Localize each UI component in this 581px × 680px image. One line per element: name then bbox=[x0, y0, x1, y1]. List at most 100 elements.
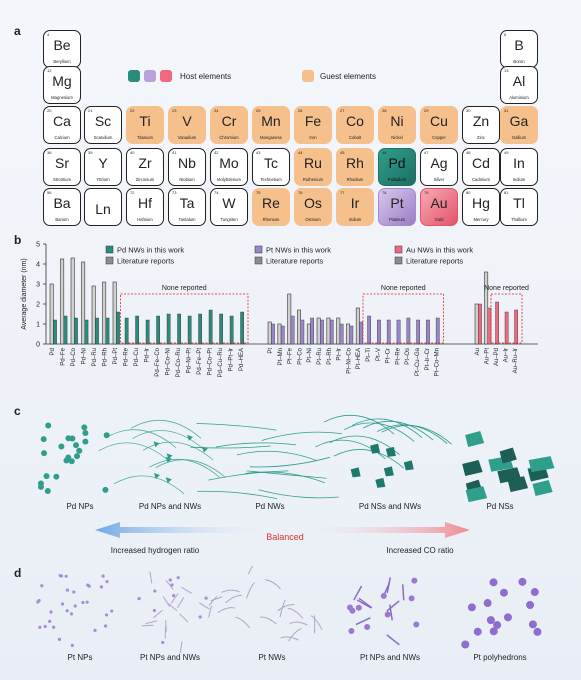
x-tick-label: Pd–Co–Pt bbox=[208, 348, 214, 376]
pt-nanowire bbox=[149, 571, 153, 584]
pt-polyhedron bbox=[493, 621, 502, 630]
x-tick-label: Pd–Fe bbox=[61, 347, 67, 365]
x-tick-label: Pt–Co bbox=[297, 347, 303, 364]
y-tick-label: 4 bbox=[36, 262, 40, 269]
atomic-number: 27 bbox=[340, 108, 345, 113]
x-tick-label: Pd–Rh bbox=[103, 348, 109, 366]
pt-polyhedron bbox=[503, 613, 512, 622]
atomic-number: 13 bbox=[504, 68, 509, 73]
pd-particle bbox=[63, 457, 70, 464]
pd-nanowire bbox=[197, 490, 278, 500]
work-bar bbox=[63, 315, 68, 345]
literature-bar bbox=[49, 283, 54, 345]
y-tick-label: 1 bbox=[36, 322, 40, 329]
atomic-number: 39 bbox=[88, 150, 93, 155]
element-symbol: Sc bbox=[94, 113, 112, 129]
literature-bar bbox=[316, 317, 321, 345]
x-tick-label: Pt–Ir bbox=[337, 348, 343, 361]
pt-nanowire bbox=[210, 596, 223, 602]
work-bar bbox=[377, 319, 381, 345]
none-reported-box bbox=[490, 293, 523, 344]
work-bar bbox=[74, 317, 78, 345]
panel-label-b: b bbox=[14, 233, 22, 247]
work-bar bbox=[290, 315, 295, 345]
x-tick-label: Pd–Pt bbox=[113, 348, 119, 365]
element-symbol: Re bbox=[262, 195, 280, 211]
pt-caption-4: Pt NPs and NWs bbox=[359, 653, 420, 662]
work-bar bbox=[240, 311, 244, 345]
element-sr: 38 Sr Strontium bbox=[43, 148, 81, 186]
pd-nanosheet bbox=[465, 431, 485, 448]
work-bar bbox=[495, 301, 499, 345]
atomic-number: 41 bbox=[172, 150, 177, 155]
atomic-number: 75 bbox=[256, 190, 261, 195]
pt-particle bbox=[87, 584, 91, 588]
pt-particle bbox=[93, 628, 97, 632]
atomic-number: 47 bbox=[424, 150, 429, 155]
atomic-number: 77 bbox=[340, 190, 345, 195]
work-bar bbox=[84, 319, 89, 345]
atomic-number: 45 bbox=[340, 150, 345, 155]
element-name: Zirconium bbox=[135, 177, 155, 182]
pt-particle bbox=[408, 595, 415, 602]
work-bar bbox=[426, 319, 430, 345]
pd-particle bbox=[187, 434, 194, 441]
x-tick-label: Pd bbox=[50, 348, 56, 355]
legend-swatch bbox=[394, 245, 403, 254]
atomic-number: 31 bbox=[504, 108, 509, 113]
literature-bar bbox=[60, 258, 65, 345]
pt-particle bbox=[36, 600, 40, 604]
element-pd: 46 Pd Palladium bbox=[378, 148, 416, 186]
element-name: Silver bbox=[433, 177, 445, 182]
atomic-number: 22 bbox=[130, 108, 135, 113]
element-symbol: Ni bbox=[390, 113, 404, 129]
atomic-number: 79 bbox=[424, 190, 429, 195]
pt-nanowire bbox=[358, 597, 373, 609]
element-cd: 48 Cd Cadmium bbox=[462, 148, 500, 186]
element-ba: 56 Ba Barium bbox=[43, 188, 81, 226]
pd-particle bbox=[165, 477, 172, 484]
pt-particle bbox=[65, 588, 69, 592]
pt-nanowire bbox=[388, 604, 393, 621]
pt-particle bbox=[49, 610, 53, 614]
pt-particle bbox=[380, 592, 387, 599]
element-symbol: Mo bbox=[219, 155, 239, 171]
element-symbol: Be bbox=[53, 37, 71, 53]
work-bar bbox=[219, 313, 223, 345]
element-symbol: Hg bbox=[472, 195, 490, 211]
pt-particle bbox=[48, 619, 52, 623]
pt-nanowire bbox=[401, 584, 405, 601]
work-bar bbox=[187, 315, 192, 345]
pd-particle bbox=[43, 473, 50, 480]
pt-particle bbox=[168, 578, 172, 582]
element-mo: 42 Mo Molybdenum bbox=[210, 148, 248, 186]
pd-particle bbox=[74, 453, 81, 460]
x-tick-label: Pd–Ni–Pt bbox=[187, 348, 193, 374]
pt-polyhedron bbox=[486, 616, 495, 625]
pt-particle bbox=[85, 600, 89, 604]
element-name: Iridium bbox=[348, 217, 362, 222]
pd-nanowire bbox=[196, 423, 277, 431]
pt-particle bbox=[153, 589, 157, 593]
x-tick-label: Pd–Cu–Ru bbox=[218, 348, 224, 377]
element-symbol: Fe bbox=[304, 113, 322, 129]
pt-nanowire bbox=[245, 582, 255, 599]
atomic-number: 78 bbox=[382, 190, 387, 195]
pd-nanowire bbox=[98, 442, 170, 462]
pd-nanowire bbox=[362, 420, 434, 441]
pd-nanowire bbox=[249, 456, 330, 468]
x-tick-label: Pd–Pt–Ir bbox=[229, 348, 235, 371]
pt-nanowire bbox=[221, 589, 240, 593]
element-symbol: Tc bbox=[264, 155, 278, 171]
literature-bar bbox=[306, 323, 311, 345]
pd-particle bbox=[82, 430, 89, 437]
element-symbol: Rh bbox=[346, 155, 364, 171]
element-name: Mercury bbox=[473, 217, 489, 222]
legend-swatch bbox=[394, 256, 403, 265]
x-tick-label: Pt–V bbox=[376, 348, 382, 361]
element-symbol: Cd bbox=[472, 155, 490, 171]
pt-particle bbox=[103, 624, 108, 628]
work-bar bbox=[280, 325, 285, 345]
x-tick-label: Pd–Co bbox=[71, 347, 77, 366]
